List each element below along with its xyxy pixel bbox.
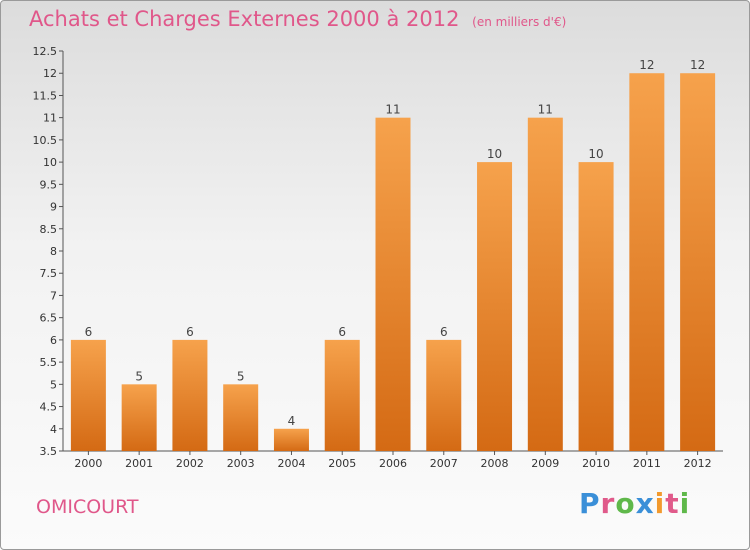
y-tick-label: 10 (43, 156, 57, 169)
y-tick-label: 4.5 (40, 401, 58, 414)
y-tick-label: 4 (50, 423, 57, 436)
y-tick-label: 6.5 (40, 312, 58, 325)
y-tick-label: 7.5 (40, 267, 58, 280)
bar-2004 (273, 428, 309, 451)
bar-value-label: 11 (385, 103, 400, 117)
y-tick-label: 8 (50, 245, 57, 258)
bar-value-label: 6 (338, 325, 346, 339)
x-tick-label: 2006 (379, 457, 407, 470)
bar-2002 (172, 339, 208, 451)
bar-2005 (324, 339, 360, 451)
chart-title-text: Achats et Charges Externes 2000 à 2012 (29, 7, 460, 31)
bar-2001 (121, 384, 157, 451)
bar-2007 (426, 339, 462, 451)
bar-2011 (629, 73, 665, 451)
y-tick-label: 7 (50, 289, 57, 302)
x-tick-label: 2004 (277, 457, 305, 470)
bar-value-label: 6 (186, 325, 194, 339)
chart-title: Achats et Charges Externes 2000 à 2012 (… (29, 7, 566, 31)
y-tick-label: 3.5 (40, 445, 58, 458)
x-tick-label: 2005 (328, 457, 356, 470)
x-tick-label: 2011 (633, 457, 661, 470)
y-tick-label: 8.5 (40, 223, 58, 236)
bar-2000 (70, 339, 106, 451)
bar-value-label: 12 (690, 58, 705, 72)
bar-value-label: 10 (588, 147, 603, 161)
proxiti-logo: Proxiti (579, 487, 691, 520)
y-tick-label: 5 (50, 378, 57, 391)
y-tick-label: 6 (50, 334, 57, 347)
bar-2010 (578, 162, 614, 451)
bar-value-label: 6 (85, 325, 93, 339)
x-tick-label: 2010 (582, 457, 610, 470)
y-tick-label: 11.5 (33, 89, 58, 102)
bar-value-label: 6 (440, 325, 448, 339)
bar-2012 (680, 73, 716, 451)
bar-2003 (223, 384, 259, 451)
bar-value-label: 12 (639, 58, 654, 72)
x-tick-label: 2012 (684, 457, 712, 470)
chart-subtitle: (en milliers d'€) (472, 15, 567, 29)
x-tick-label: 2007 (430, 457, 458, 470)
bar-value-label: 11 (538, 103, 553, 117)
bar-2008 (477, 162, 513, 451)
x-tick-label: 2001 (125, 457, 153, 470)
bar-value-label: 10 (487, 147, 502, 161)
bar-value-label: 5 (237, 369, 245, 383)
bar-2009 (527, 117, 563, 452)
commune-name: OMICOURT (36, 496, 139, 518)
x-tick-label: 2008 (481, 457, 509, 470)
bar-2006 (375, 117, 411, 452)
y-tick-label: 12 (43, 67, 57, 80)
x-tick-label: 2009 (531, 457, 559, 470)
bar-value-label: 5 (135, 369, 143, 383)
x-tick-label: 2002 (176, 457, 204, 470)
x-tick-label: 2003 (227, 457, 255, 470)
y-tick-label: 9 (50, 201, 57, 214)
bar-value-label: 4 (288, 414, 296, 428)
y-tick-label: 11 (43, 112, 57, 125)
y-tick-label: 12.5 (33, 45, 58, 58)
y-tick-label: 10.5 (33, 134, 58, 147)
x-tick-label: 2000 (74, 457, 102, 470)
y-tick-label: 9.5 (40, 178, 58, 191)
y-tick-label: 5.5 (40, 356, 58, 369)
